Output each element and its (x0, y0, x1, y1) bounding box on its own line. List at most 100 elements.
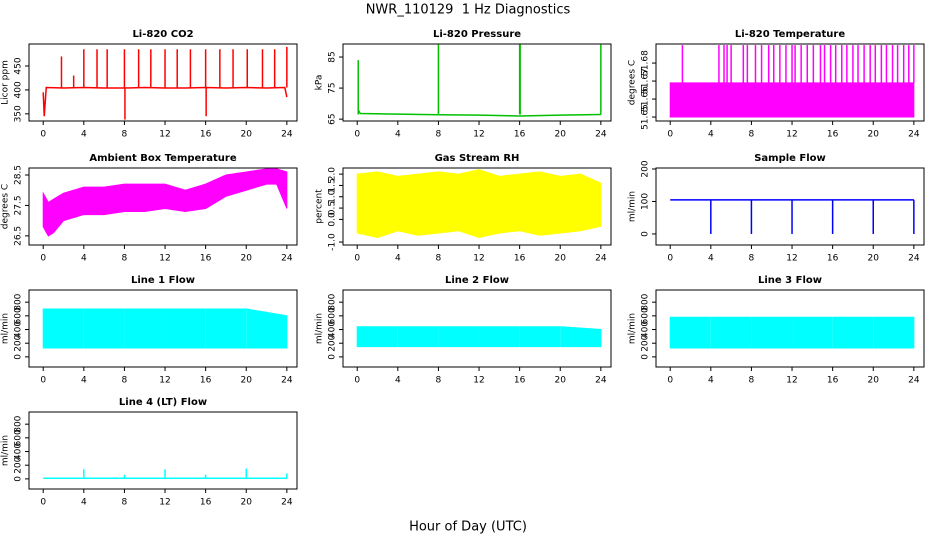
x-tick-label: 24 (908, 130, 920, 140)
x-tick-label: 16 (200, 498, 212, 508)
y-axis-label: ml/min (315, 313, 325, 344)
x-tick-label: 20 (241, 498, 253, 508)
x-tick-label: 12 (159, 254, 170, 264)
x-tick-label: 20 (555, 254, 567, 264)
y-tick-label: 200 (641, 160, 651, 177)
x-tick-label: 12 (159, 498, 170, 508)
x-tick-label: 16 (827, 376, 839, 386)
band (669, 82, 915, 118)
panel-title: Line 2 Flow (445, 275, 509, 286)
y-tick-label: 400 (14, 443, 24, 460)
x-tick-label: 4 (708, 254, 714, 264)
x-tick-label: 20 (868, 130, 880, 140)
band (42, 308, 84, 349)
x-tick-label: 20 (868, 254, 880, 264)
y-tick-label: 200 (14, 456, 24, 473)
y-tick-label: 2.0 (328, 167, 338, 182)
y-tick-label: 28.5 (14, 165, 24, 185)
x-tick-label: 12 (159, 376, 170, 386)
band (165, 308, 206, 349)
x-axis-label: Hour of Day (UTC) (409, 520, 527, 535)
band (356, 326, 398, 348)
y-tick-label: -1.0 (328, 233, 338, 251)
x-tick-label: 24 (908, 376, 920, 386)
page-title: NWR_110129 1 Hz Diagnostics (366, 3, 571, 18)
x-tick-label: 24 (595, 254, 607, 264)
y-tick-label: 800 (14, 415, 24, 432)
x-tick-label: 20 (241, 254, 253, 264)
band (356, 169, 602, 239)
x-tick-label: 8 (436, 376, 442, 386)
y-tick-label: 600 (328, 307, 338, 324)
x-tick-label: 0 (354, 254, 360, 264)
y-tick-label: 1.0 (328, 189, 338, 204)
y-tick-label: 600 (14, 307, 24, 324)
band (519, 326, 561, 348)
band (792, 316, 833, 349)
x-tick-label: 24 (595, 130, 607, 140)
x-tick-label: 16 (200, 130, 212, 140)
y-axis-label: ml/min (1, 435, 11, 466)
y-tick-label: 51.68 (641, 50, 651, 76)
y-tick-label: 51.66 (641, 86, 651, 112)
x-tick-label: 12 (473, 376, 484, 386)
line (357, 109, 601, 117)
x-tick-label: 16 (200, 254, 212, 264)
y-axis-label: degrees C (628, 60, 638, 105)
x-tick-label: 16 (827, 254, 839, 264)
panel-title: Li-820 Pressure (433, 29, 521, 40)
y-tick-label: 450 (14, 57, 24, 74)
x-tick-label: 8 (749, 376, 755, 386)
x-tick-label: 12 (786, 254, 797, 264)
y-tick-label: 85 (328, 51, 338, 62)
band (246, 308, 288, 349)
x-tick-label: 16 (514, 376, 526, 386)
y-tick-label: 600 (641, 307, 651, 324)
x-tick-label: 12 (786, 130, 797, 140)
plot-frame (342, 289, 612, 368)
y-tick-label: 51.65 (641, 104, 651, 130)
y-tick-label: 27.5 (14, 195, 24, 215)
y-axis-label: Licor ppm (1, 60, 11, 105)
y-tick-label: 800 (641, 293, 651, 310)
x-tick-label: 4 (81, 254, 87, 264)
y-tick-label: 100 (641, 193, 651, 210)
panel-title: Li-820 Temperature (735, 29, 845, 40)
x-tick-label: 16 (827, 130, 839, 140)
plot-frame (28, 167, 298, 246)
y-tick-label: 400 (14, 321, 24, 338)
x-tick-label: 8 (122, 376, 128, 386)
y-tick-label: 200 (14, 334, 24, 351)
panel-title: Li-820 CO2 (132, 29, 193, 40)
y-axis-label: percent (315, 189, 325, 224)
x-tick-label: 4 (708, 376, 714, 386)
band (124, 308, 166, 349)
x-tick-label: 4 (708, 130, 714, 140)
x-tick-label: 24 (595, 376, 607, 386)
x-tick-label: 0 (667, 254, 673, 264)
band (397, 326, 439, 348)
y-tick-label: 400 (14, 81, 24, 98)
x-tick-label: 0 (40, 376, 46, 386)
band (710, 316, 752, 349)
y-tick-label: 0 (328, 354, 338, 360)
x-tick-label: 8 (436, 254, 442, 264)
y-tick-label: 0.5 (328, 201, 338, 215)
y-tick-label: 800 (14, 293, 24, 310)
y-tick-label: 1.5 (328, 178, 338, 192)
x-tick-label: 20 (555, 376, 567, 386)
x-tick-label: 0 (40, 498, 46, 508)
panel-title: Line 3 Flow (758, 275, 822, 286)
x-tick-label: 8 (436, 130, 442, 140)
x-tick-label: 4 (81, 130, 87, 140)
plot-frame (28, 289, 298, 368)
y-tick-label: 200 (641, 334, 651, 351)
x-tick-label: 0 (667, 130, 673, 140)
plot-frame (342, 167, 612, 246)
y-tick-label: 26.5 (14, 226, 24, 246)
x-tick-label: 16 (200, 376, 212, 386)
y-tick-label: 0 (641, 354, 651, 360)
plot-frame (342, 43, 612, 122)
x-tick-label: 16 (514, 254, 526, 264)
